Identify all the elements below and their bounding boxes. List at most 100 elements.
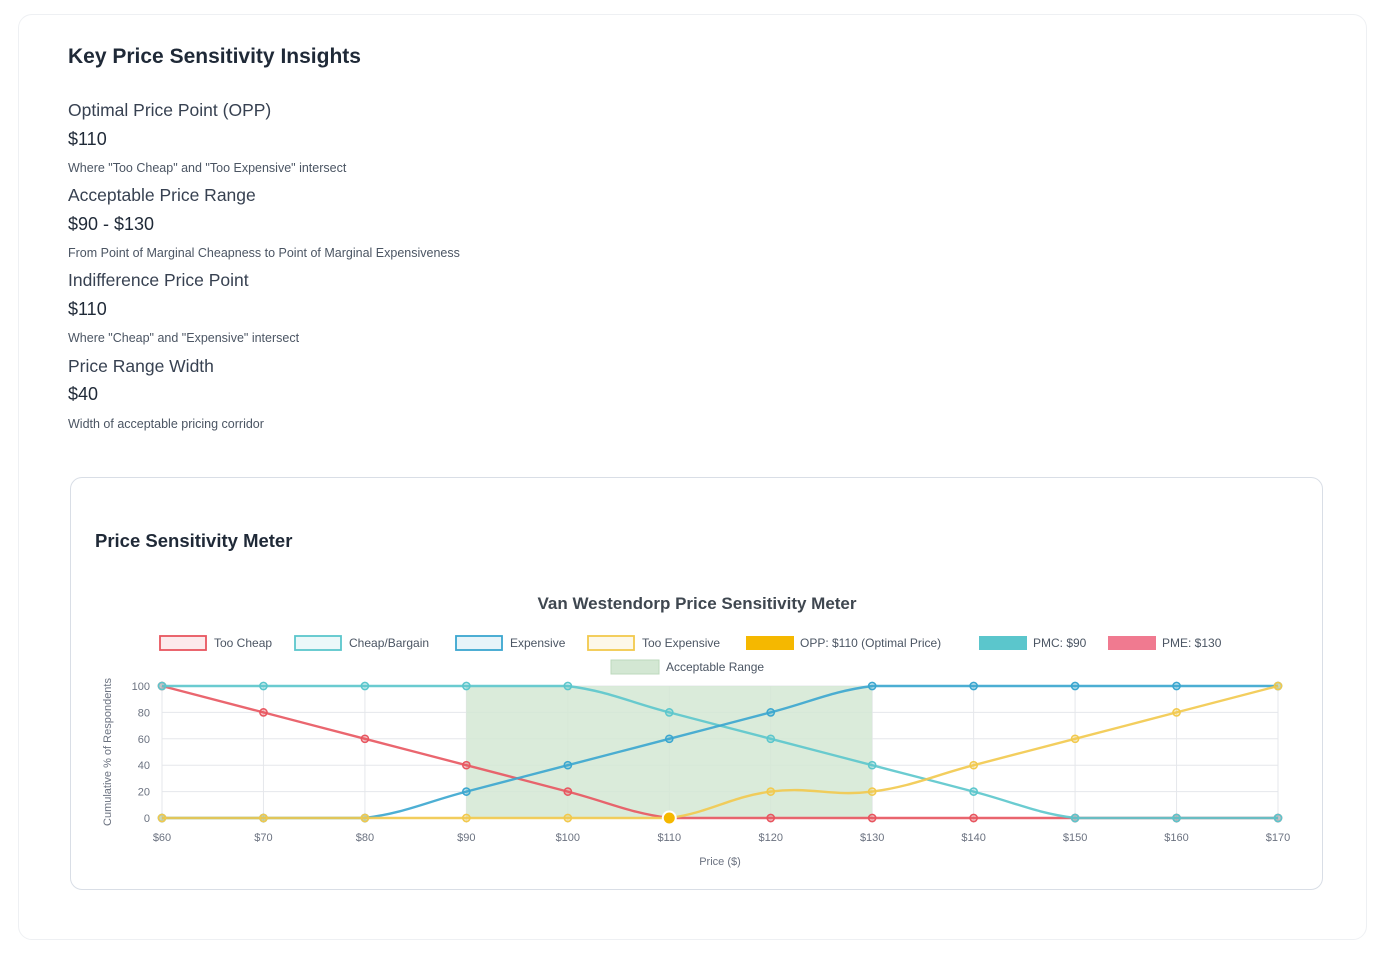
- data-point-cheap-bargain: [1172, 813, 1181, 823]
- legend-label: PME: $130: [1162, 636, 1222, 650]
- x-tick-label: $60: [153, 832, 171, 844]
- data-point-too-expensive: [157, 813, 167, 823]
- chart-card: Price Sensitivity Meter: [70, 477, 1323, 890]
- data-point-cheap-bargain: [259, 681, 268, 691]
- y-tick-label: 100: [132, 681, 150, 693]
- metric-range-value: $90 - $130: [68, 214, 155, 234]
- legend-item: PME: $130: [1108, 636, 1222, 650]
- data-point-expensive: [563, 760, 573, 770]
- metric-opp-value: $110: [68, 129, 107, 149]
- data-point-too-cheap: [259, 708, 268, 717]
- legend-item: Too Expensive: [587, 635, 720, 651]
- series-line-too-expensive: [162, 684, 1279, 820]
- x-tick-label: $80: [356, 832, 374, 844]
- insights-title: Key Price Sensitivity Insights: [68, 45, 361, 68]
- x-axis-label: Price ($): [699, 856, 741, 868]
- legend-label: Too Cheap: [214, 636, 272, 650]
- legend-label: OPP: $110 (Optimal Price): [800, 636, 941, 650]
- legend-label: Acceptable Range: [666, 660, 764, 674]
- data-point-cheap-bargain: [360, 681, 370, 691]
- data-point-cheap-bargain: [969, 787, 978, 796]
- x-tick-label: $110: [657, 832, 681, 844]
- data-point-cheap-bargain: [664, 708, 674, 717]
- data-point-cheap-bargain: [563, 681, 573, 691]
- data-point-expensive: [664, 734, 674, 744]
- metric-width-description: Width of acceptable pricing corridor: [68, 417, 264, 431]
- x-tick-label: $70: [254, 832, 272, 844]
- data-point-cheap-bargain: [1070, 813, 1080, 823]
- y-axis-label: Cumulative % of Respondents: [102, 678, 114, 826]
- y-tick-label: 60: [138, 734, 150, 746]
- legend-item: Expensive: [455, 635, 566, 651]
- metric-ipp-value: $110: [68, 299, 107, 319]
- x-tick-label: $140: [961, 832, 985, 844]
- data-point-too-expensive: [1172, 708, 1181, 717]
- legend-label: Cheap/Bargain: [349, 636, 429, 650]
- data-point-cheap-bargain: [1273, 813, 1283, 823]
- data-point-too-cheap: [766, 813, 776, 823]
- metric-opp-description: Where "Too Cheap" and "Too Expensive" in…: [68, 161, 347, 175]
- data-point-expensive: [867, 681, 877, 691]
- legend-item: Cheap/Bargain: [294, 635, 429, 651]
- data-point-too-cheap: [360, 734, 370, 744]
- data-point-cheap-bargain: [462, 681, 471, 691]
- legend-label: Expensive: [510, 636, 566, 650]
- data-point-too-cheap: [867, 813, 877, 823]
- data-point-expensive: [969, 681, 978, 691]
- data-point-too-cheap: [563, 787, 573, 796]
- metric-width-value: $40: [68, 384, 99, 404]
- legend-swatch: [610, 659, 660, 675]
- data-point-too-cheap: [969, 813, 978, 823]
- x-tick-label: $90: [457, 832, 475, 844]
- legend-item: PMC: $90: [979, 636, 1087, 650]
- legend-swatch: [294, 635, 342, 651]
- data-point-cheap-bargain: [157, 681, 167, 691]
- x-tick-label: $100: [556, 832, 580, 844]
- metric-ipp-description: Where "Cheap" and "Expensive" intersect: [68, 331, 300, 345]
- data-point-too-expensive: [462, 813, 471, 823]
- legend-swatch: [979, 636, 1027, 650]
- data-point-too-expensive: [766, 787, 776, 796]
- legend-label: PMC: $90: [1033, 636, 1087, 650]
- acceptable-range-band: [466, 686, 873, 818]
- data-point-too-expensive: [259, 813, 268, 823]
- legend-item: Too Cheap: [159, 635, 272, 651]
- x-tick-label: $120: [758, 832, 782, 844]
- y-tick-label: 0: [144, 813, 150, 825]
- y-tick-label: 40: [138, 760, 150, 772]
- legend-swatch: [455, 635, 503, 651]
- data-point-too-expensive: [563, 813, 573, 823]
- legend-swatch: [746, 636, 794, 650]
- metric-range-label: Acceptable Price Range: [68, 185, 256, 205]
- x-tick-label: $130: [860, 832, 884, 844]
- x-tick-label: $160: [1164, 832, 1188, 844]
- data-point-cheap-bargain: [766, 734, 776, 744]
- metric-opp-label: Optimal Price Point (OPP): [68, 100, 272, 120]
- legend-swatch: [159, 635, 207, 651]
- data-point-too-expensive: [867, 787, 877, 796]
- data-point-too-expensive: [1273, 681, 1283, 691]
- legend-label: Too Expensive: [642, 636, 720, 650]
- x-tick-label: $170: [1266, 832, 1290, 844]
- data-point-too-expensive: [969, 760, 978, 770]
- data-point-expensive: [1172, 681, 1181, 691]
- opp-marker: [661, 810, 677, 826]
- x-tick-label: $150: [1063, 832, 1087, 844]
- metric-ipp-label: Indifference Price Point: [68, 270, 249, 290]
- data-point-too-cheap: [462, 760, 471, 770]
- data-point-expensive: [766, 708, 776, 717]
- metric-range-description: From Point of Marginal Cheapness to Poin…: [68, 246, 460, 260]
- y-tick-label: 80: [138, 707, 150, 719]
- data-point-expensive: [462, 787, 471, 796]
- data-point-too-expensive: [360, 813, 370, 823]
- metric-width-label: Price Range Width: [68, 356, 214, 376]
- data-point-expensive: [1070, 681, 1080, 691]
- legend-swatch: [1108, 636, 1156, 650]
- chart-title: Van Westendorp Price Sensitivity Meter: [537, 594, 856, 613]
- data-point-cheap-bargain: [867, 760, 877, 770]
- legend-swatch: [587, 635, 635, 651]
- chart-card-title: Price Sensitivity Meter: [95, 530, 293, 551]
- y-tick-label: 20: [138, 787, 150, 799]
- legend-item: Acceptable Range: [610, 659, 764, 675]
